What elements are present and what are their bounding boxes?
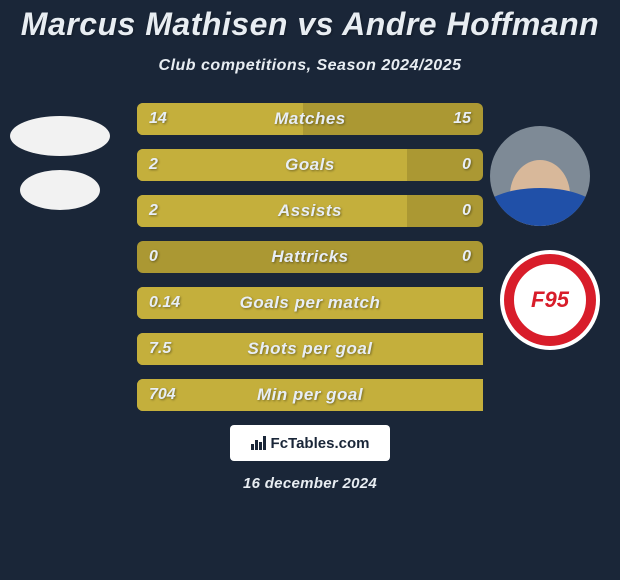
stat-label: Shots per goal [137,333,483,365]
stat-label: Hattricks [137,241,483,273]
fctables-text: FcTables.com [271,435,370,452]
stat-value-right: 0 [462,241,471,273]
stat-bar: 704Min per goal [137,379,483,411]
subtitle: Club competitions, Season 2024/2025 [0,57,620,75]
stat-label: Matches [137,103,483,135]
stat-bar: 0Hattricks0 [137,241,483,273]
player-right-photo [490,126,590,226]
bar-chart-icon [251,436,267,450]
fctables-logo[interactable]: FcTables.com [230,425,390,461]
stat-bar: 2Assists0 [137,195,483,227]
stat-bar: 14Matches15 [137,103,483,135]
stat-value-right: 0 [462,195,471,227]
stat-label: Assists [137,195,483,227]
player-right-shirt [490,188,590,226]
date-text: 16 december 2024 [0,475,620,492]
page-title: Marcus Mathisen vs Andre Hoffmann [0,0,620,43]
stat-bar: 2Goals0 [137,149,483,181]
stat-label: Min per goal [137,379,483,411]
club-right-logo-text: F95 [509,259,591,341]
stat-label: Goals per match [137,287,483,319]
stat-bars: 14Matches152Goals02Assists00Hattricks00.… [137,103,483,411]
club-left-logo [20,170,100,210]
stat-bar: 0.14Goals per match [137,287,483,319]
player-left-photo [10,116,110,156]
stat-value-right: 0 [462,149,471,181]
comparison-infographic: Marcus Mathisen vs Andre Hoffmann Club c… [0,0,620,580]
stat-value-right: 15 [453,103,471,135]
stat-label: Goals [137,149,483,181]
stat-bar: 7.5Shots per goal [137,333,483,365]
club-right-logo: F95 [500,250,600,350]
